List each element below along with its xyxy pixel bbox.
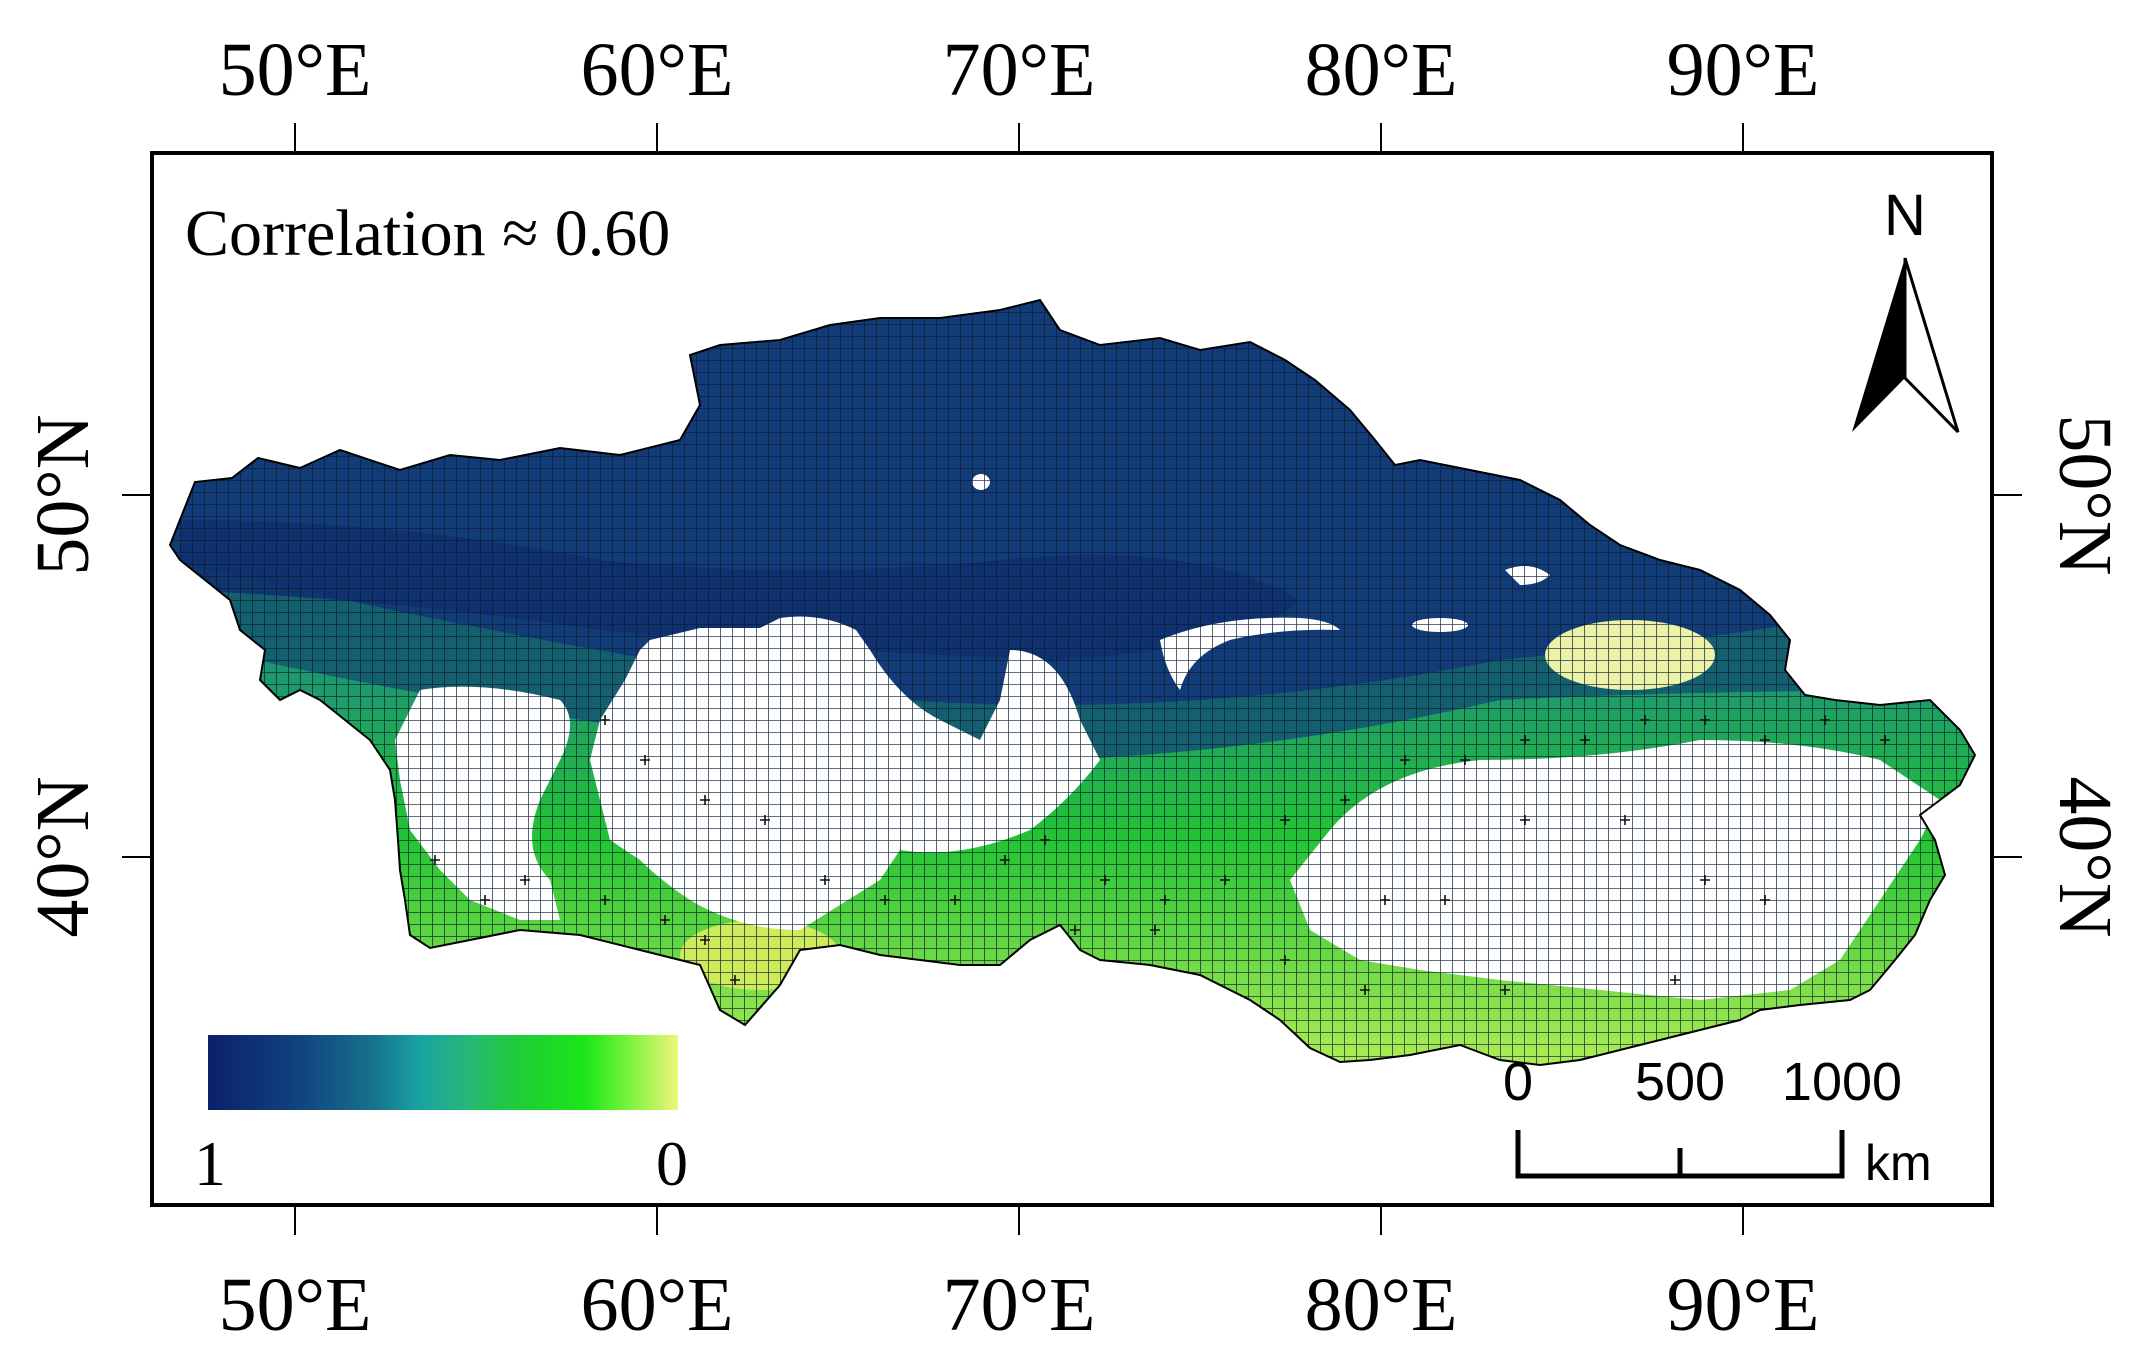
lon-label-top-60: 60°E (581, 28, 734, 112)
colorbar-label-max: 0 (656, 1128, 688, 1199)
north-arrow: N (1852, 183, 1960, 434)
colorbar: 1 0 (194, 1035, 688, 1199)
correlation-raster (170, 300, 1975, 1065)
colorbar-label-min: 1 (194, 1128, 226, 1199)
north-arrow-label: N (1884, 183, 1926, 248)
significance-markers (430, 715, 1890, 995)
lon-label-bottom-90: 90°E (1667, 1263, 1820, 1347)
lat-label-left-40: 40°N (21, 776, 105, 937)
lon-label-top-50: 50°E (219, 28, 372, 112)
lat-label-left-50: 50°N (21, 414, 105, 575)
lon-label-top-90: 90°E (1667, 28, 1820, 112)
north-arrow-light-half (1903, 257, 1960, 434)
scale-bar-line (1515, 1130, 1845, 1179)
map-frame (150, 151, 1994, 1207)
significance-grid (170, 300, 1975, 1065)
lon-label-top-70: 70°E (943, 28, 1096, 112)
scale-bar: 0 500 1000 km (1503, 1052, 1932, 1191)
scale-label-1000: 1000 (1782, 1052, 1902, 1112)
north-arrow-dark-half (1852, 258, 1905, 432)
lon-label-bottom-50: 50°E (219, 1263, 372, 1347)
tick-marks (122, 123, 2022, 1235)
lon-label-bottom-80: 80°E (1305, 1263, 1458, 1347)
lat-label-right-40: 40°N (2043, 776, 2127, 937)
colorbar-ramp (208, 1035, 678, 1110)
lon-label-top-80: 80°E (1305, 28, 1458, 112)
scale-label-500: 500 (1635, 1052, 1725, 1112)
lon-label-bottom-70: 70°E (943, 1263, 1096, 1347)
scale-unit: km (1865, 1135, 1932, 1191)
lat-label-right-50: 50°N (2043, 414, 2127, 575)
scale-label-0: 0 (1503, 1052, 1533, 1112)
correlation-annotation: Correlation ≈ 0.60 (185, 197, 670, 270)
lon-label-bottom-60: 60°E (581, 1263, 734, 1347)
